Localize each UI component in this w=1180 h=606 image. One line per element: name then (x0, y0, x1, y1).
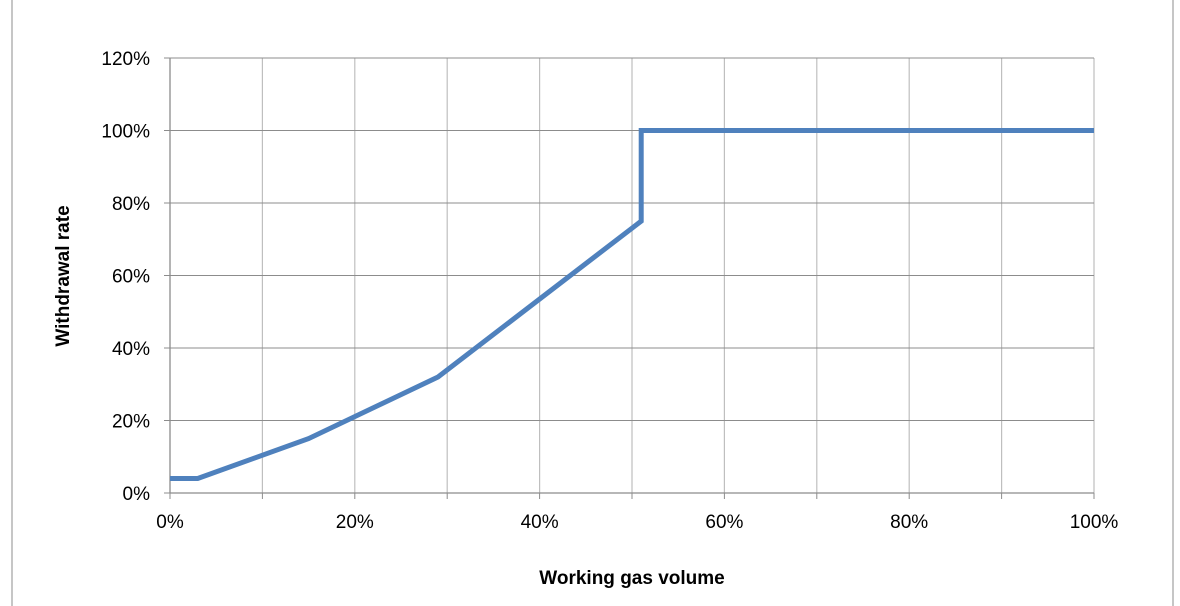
x-tick-label: 20% (336, 512, 374, 533)
x-tick-label: 80% (890, 512, 928, 533)
x-tick-label: 0% (156, 512, 184, 533)
y-tick-label: 80% (112, 194, 150, 215)
y-tick-label: 100% (101, 122, 150, 143)
y-tick-label: 0% (123, 484, 151, 505)
y-tick-label: 40% (112, 339, 150, 360)
grid-layer (164, 57, 1095, 499)
x-tick-label: 60% (705, 512, 743, 533)
x-tick-label: 100% (1070, 512, 1119, 533)
x-tick-label: 40% (521, 512, 559, 533)
tick-label-layer: 0% 20% 40% 60% 80% 100% 0% 20% 40% 60% 80% 100% 120% (101, 49, 1118, 533)
y-tick-label: 120% (101, 49, 150, 70)
x-axis-title: Working gas volume (539, 568, 724, 589)
y-tick-label: 20% (112, 412, 150, 433)
y-axis-title: Withdrawal rate (53, 205, 74, 346)
withdrawal-rate-series-line (170, 128, 1094, 481)
series-layer (170, 128, 1094, 481)
y-tick-label: 60% (112, 267, 150, 288)
